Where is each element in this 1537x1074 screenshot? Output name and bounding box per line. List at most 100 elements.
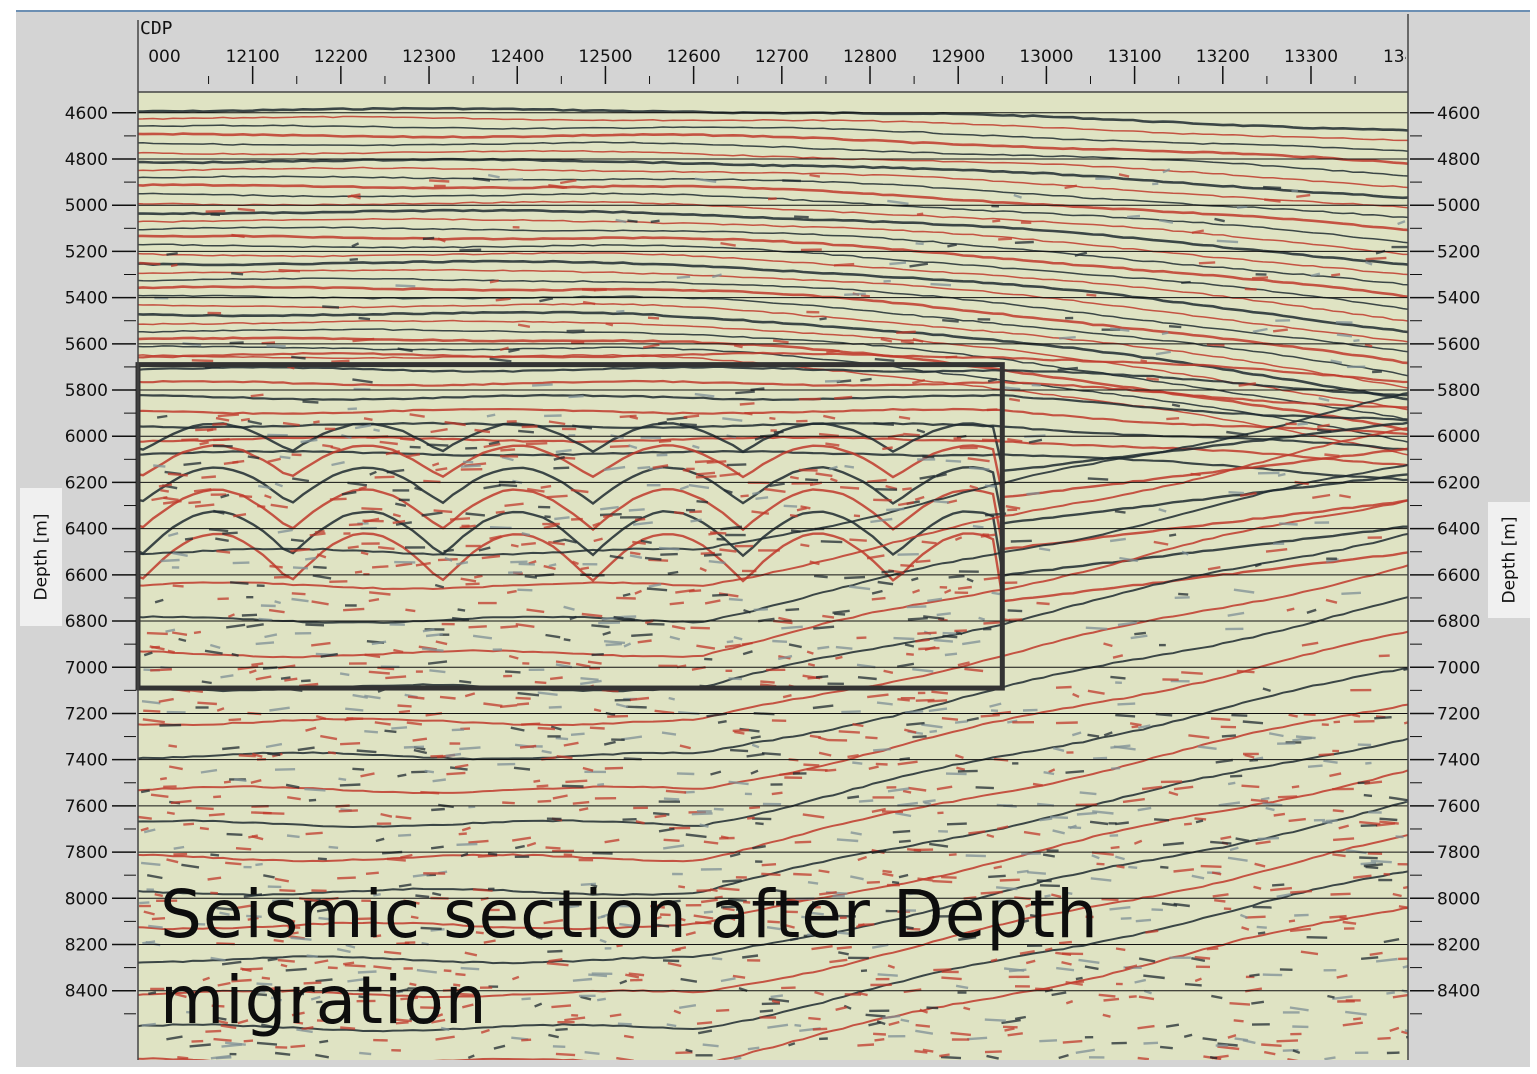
noise-wiggle — [629, 551, 641, 556]
noise-wiggle — [685, 833, 707, 839]
noise-wiggle — [1191, 957, 1206, 962]
noise-wiggle — [753, 608, 768, 612]
noise-wiggle — [877, 580, 894, 586]
noise-wiggle — [882, 869, 892, 874]
noise-wiggle — [166, 252, 178, 256]
noise-wiggle — [1174, 596, 1190, 599]
noise-wiggle — [912, 337, 924, 343]
noise-wiggle — [549, 898, 568, 902]
noise-wiggle — [1332, 853, 1346, 858]
noise-wiggle — [521, 997, 531, 1001]
noise-wiggle — [957, 769, 978, 773]
noise-wiggle — [264, 633, 278, 639]
noise-wiggle — [915, 1029, 934, 1035]
noise-wiggle — [581, 612, 603, 618]
noise-wiggle — [495, 510, 505, 514]
noise-wiggle — [230, 581, 249, 585]
noise-wiggle — [280, 963, 288, 968]
noise-wiggle — [669, 635, 681, 641]
noise-wiggle — [489, 535, 502, 540]
noise-wiggle — [1342, 920, 1357, 925]
noise-wiggle — [546, 494, 568, 499]
noise-wiggle — [609, 554, 624, 560]
noise-wiggle — [306, 954, 318, 958]
noise-wiggle — [213, 795, 222, 799]
noise-wiggle — [968, 830, 986, 835]
noise-wiggle — [807, 881, 819, 885]
noise-wiggle — [421, 647, 444, 652]
noise-wiggle — [480, 1028, 490, 1034]
noise-wiggle — [489, 357, 512, 363]
noise-wiggle — [1395, 835, 1404, 839]
noise-wiggle — [718, 887, 740, 892]
noise-wiggle — [1036, 802, 1055, 807]
noise-wiggle — [322, 305, 340, 309]
noise-wiggle — [1342, 1021, 1363, 1027]
noise-wiggle — [896, 662, 915, 668]
noise-wiggle — [537, 726, 556, 731]
noise-wiggle — [1265, 806, 1275, 812]
noise-wiggle — [1191, 229, 1205, 234]
noise-wiggle — [1114, 510, 1126, 514]
noise-wiggle — [257, 504, 266, 508]
noise-wiggle — [195, 806, 214, 811]
noise-wiggle — [663, 797, 680, 801]
noise-wiggle — [548, 958, 563, 963]
noise-wiggle — [1089, 820, 1109, 826]
noise-wiggle — [771, 999, 781, 1004]
sediment-reflector — [138, 226, 1408, 286]
noise-wiggle — [710, 531, 727, 535]
noise-wiggle — [1290, 889, 1313, 894]
noise-wiggle — [536, 784, 549, 788]
noise-wiggle — [764, 487, 786, 493]
noise-wiggle — [315, 978, 333, 983]
noise-wiggle — [336, 947, 351, 954]
noise-wiggle — [191, 1039, 204, 1043]
noise-wiggle — [1364, 343, 1373, 348]
noise-wiggle — [782, 694, 792, 699]
noise-wiggle — [580, 995, 592, 1001]
noise-wiggle — [210, 853, 220, 857]
noise-wiggle — [805, 478, 819, 482]
noise-wiggle — [421, 511, 443, 517]
noise-wiggle — [1173, 785, 1194, 791]
noise-wiggle — [500, 448, 516, 452]
noise-wiggle — [808, 1016, 821, 1021]
noise-wiggle — [1398, 905, 1408, 909]
noise-wiggle — [195, 428, 217, 432]
noise-wiggle — [412, 737, 428, 742]
noise-wiggle — [603, 514, 613, 518]
noise-wiggle — [657, 420, 668, 425]
noise-wiggle — [1103, 642, 1113, 648]
noise-wiggle — [1360, 861, 1377, 866]
noise-wiggle — [1291, 785, 1300, 789]
noise-wiggle — [291, 355, 306, 360]
noise-wiggle — [582, 766, 594, 772]
noise-wiggle — [409, 982, 417, 987]
noise-wiggle — [743, 608, 751, 614]
noise-wiggle — [768, 997, 790, 1003]
noise-wiggle — [663, 844, 685, 850]
noise-wiggle — [1025, 903, 1033, 908]
noise-wiggle — [597, 997, 606, 1002]
noise-wiggle — [1143, 974, 1165, 980]
noise-wiggle — [220, 674, 234, 679]
noise-wiggle — [984, 1050, 1002, 1054]
noise-wiggle — [521, 1038, 532, 1042]
noise-wiggle — [735, 906, 743, 911]
noise-wiggle — [237, 1019, 249, 1025]
noise-wiggle — [1262, 802, 1283, 807]
noise-wiggle — [1282, 1048, 1299, 1052]
noise-wiggle — [635, 820, 645, 825]
noise-wiggle — [912, 735, 927, 739]
noise-wiggle — [1159, 1045, 1173, 1050]
noise-wiggle — [599, 938, 607, 944]
noise-wiggle — [1386, 991, 1395, 995]
noise-wiggle — [906, 605, 927, 609]
noise-wiggle — [1084, 965, 1099, 971]
noise-wiggle — [826, 349, 840, 354]
noise-wiggle — [1004, 386, 1021, 391]
noise-wiggle — [1353, 874, 1372, 879]
noise-wiggle — [732, 974, 746, 979]
noise-wiggle — [305, 556, 317, 561]
